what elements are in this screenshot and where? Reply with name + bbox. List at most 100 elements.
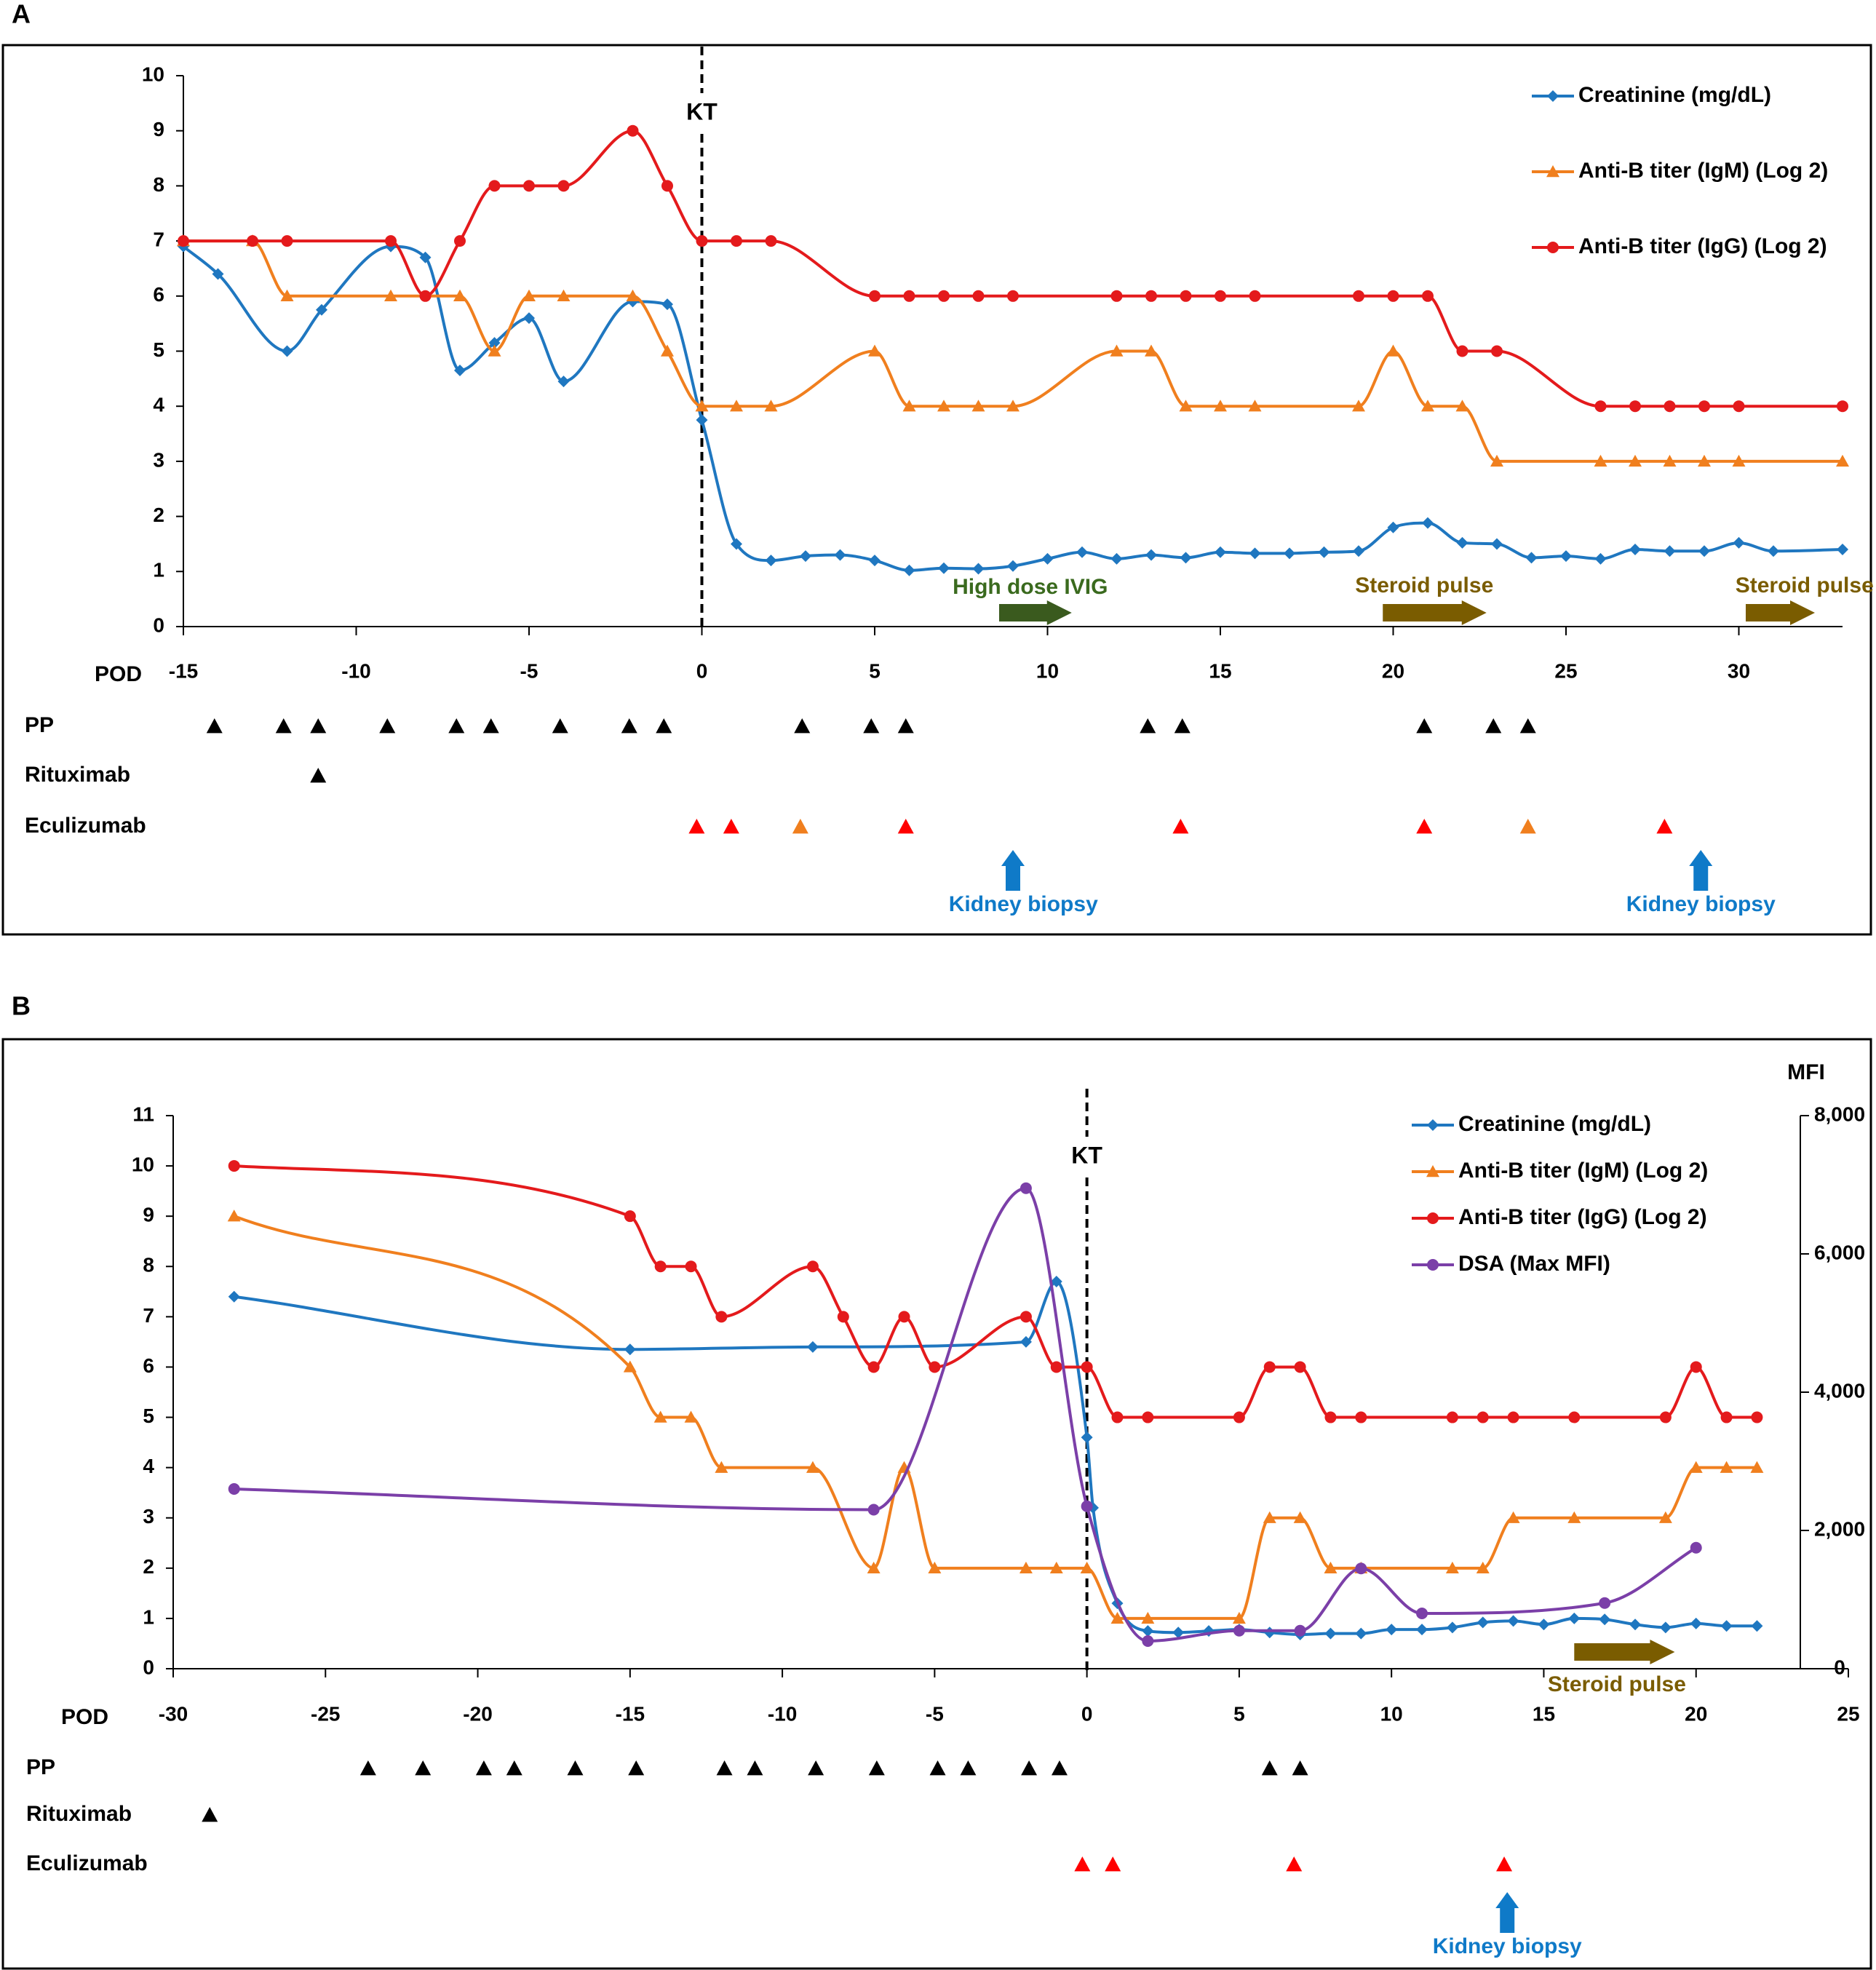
data-point-creatinine: [1142, 1625, 1154, 1637]
data-point-creatinine: [624, 1343, 636, 1356]
data-point-creatinine: [281, 345, 293, 357]
y-tick-label: 2: [153, 504, 164, 526]
y-tick-label: 1: [143, 1605, 154, 1628]
treatment-marker: [1485, 718, 1502, 734]
data-point-igg: [228, 1160, 240, 1172]
treatment-marker: [794, 718, 811, 734]
data-point-igg: [1355, 1411, 1367, 1423]
data-point-igm: [1386, 344, 1400, 357]
steroid-arrow-icon: [1574, 1640, 1675, 1664]
kt-label: KT: [686, 98, 718, 124]
treatment-marker: [482, 718, 499, 734]
data-point-creatinine: [903, 564, 915, 576]
data-point-igm: [1141, 1611, 1155, 1624]
x-tick-label: 25: [1837, 1702, 1859, 1725]
x-tick-label: 20: [1382, 659, 1404, 682]
y-tick-label: 11: [132, 1103, 154, 1125]
data-point-igg: [685, 1260, 697, 1273]
data-point-igg: [1446, 1411, 1458, 1423]
data-point-creatinine: [1172, 1627, 1185, 1639]
data-point-creatinine: [212, 268, 224, 280]
y-tick-label: 9: [143, 1204, 154, 1226]
treatment-marker: [747, 1760, 763, 1776]
treatment-row-label: PP: [25, 713, 54, 737]
data-point-creatinine: [1659, 1621, 1672, 1634]
treatment-marker: [275, 718, 292, 734]
panel-frame: [1, 44, 1872, 936]
x-tick-label: 5: [1233, 1702, 1245, 1725]
data-point-igg: [1456, 345, 1468, 357]
legend-swatch-marker: [1427, 1259, 1439, 1271]
x-tick-label: 30: [1728, 659, 1750, 682]
data-point-igg: [1294, 1361, 1306, 1373]
legend-item-creatinine: Creatinine (mg/dL): [1532, 83, 1771, 107]
y-tick-label: 10: [132, 1153, 154, 1175]
treatment-marker: [688, 819, 705, 834]
data-point-creatinine: [1387, 521, 1399, 533]
steroid-arrow-icon: [1383, 600, 1487, 625]
data-point-igg: [696, 235, 708, 247]
data-point-igm: [684, 1410, 698, 1423]
legend-swatch-marker: [1426, 1165, 1439, 1177]
data-point-igm: [488, 344, 501, 357]
data-point-igg: [1007, 290, 1019, 302]
legend-label: Anti-B titer (IgG) (Log 2): [1458, 1205, 1707, 1229]
data-point-igg: [1142, 1411, 1154, 1423]
data-point-igm: [227, 1210, 241, 1222]
legend-item-igm: Anti-B titer (IgM) (Log 2): [1412, 1159, 1708, 1183]
x-tick-label: -25: [311, 1702, 340, 1725]
y-tick-label: 3: [143, 1505, 154, 1528]
legend-item-dsa: DSA (Max MFI): [1412, 1252, 1610, 1276]
data-point-creatinine: [1507, 1615, 1519, 1627]
data-point-igg: [715, 1311, 728, 1323]
data-point-creatinine: [869, 555, 881, 567]
data-point-creatinine: [1007, 560, 1019, 572]
biopsy-label: Kidney biopsy: [1433, 1934, 1582, 1958]
series-line-creatinine: [234, 1280, 1757, 1637]
legend-label: Creatinine (mg/dL): [1578, 83, 1771, 107]
treatment-marker: [1051, 1760, 1068, 1776]
data-point-igg: [1353, 290, 1364, 302]
data-point-igg: [1233, 1411, 1245, 1423]
treatment-marker: [567, 1760, 584, 1776]
data-point-creatinine: [1538, 1619, 1550, 1631]
ivig-arrow-icon: [999, 600, 1072, 625]
data-point-igg: [869, 290, 881, 302]
data-point-igm: [1110, 344, 1124, 357]
data-point-igg: [1180, 290, 1192, 302]
annotation-steroid: Steroid pulse: [1548, 1640, 1686, 1696]
data-point-igm: [1214, 400, 1227, 412]
data-point-creatinine: [1076, 546, 1088, 558]
x-tick-label: 15: [1533, 1702, 1555, 1725]
data-point-creatinine: [834, 549, 846, 561]
data-point-igm: [971, 400, 985, 412]
data-point-creatinine: [1594, 552, 1607, 565]
y-tick-label: 6: [153, 283, 164, 306]
data-point-igm: [1629, 454, 1642, 467]
treatment-row-eculizumab: Eculizumab: [25, 814, 1673, 838]
y-tick-label: 7: [153, 228, 164, 250]
treatment-marker: [1519, 819, 1536, 834]
legend-swatch-marker: [1547, 242, 1559, 253]
steroid-label: Steroid pulse: [1355, 573, 1493, 597]
data-point-dsa: [228, 1483, 240, 1495]
data-point-igm: [1080, 1561, 1094, 1574]
data-point-igm: [1145, 344, 1158, 357]
panel-label: A: [12, 0, 31, 29]
data-point-igm: [1232, 1611, 1246, 1624]
data-point-igm: [764, 400, 778, 412]
data-point-igg: [898, 1311, 910, 1323]
data-point-igm: [1658, 1511, 1672, 1523]
data-point-igg: [765, 235, 777, 247]
treatment-marker: [656, 718, 672, 734]
y-tick-label: 8: [143, 1254, 154, 1276]
y-tick-label: 0: [143, 1656, 154, 1678]
data-point-igg: [1698, 400, 1710, 413]
data-point-igg: [1020, 1311, 1032, 1323]
series-line-igg: [183, 129, 1843, 408]
data-point-igg: [178, 235, 189, 247]
biopsy-arrow-icon: [1689, 850, 1713, 891]
data-point-igm: [1445, 1561, 1459, 1574]
data-point-igm: [937, 400, 950, 412]
biopsy-arrow-icon: [1495, 1892, 1519, 1933]
